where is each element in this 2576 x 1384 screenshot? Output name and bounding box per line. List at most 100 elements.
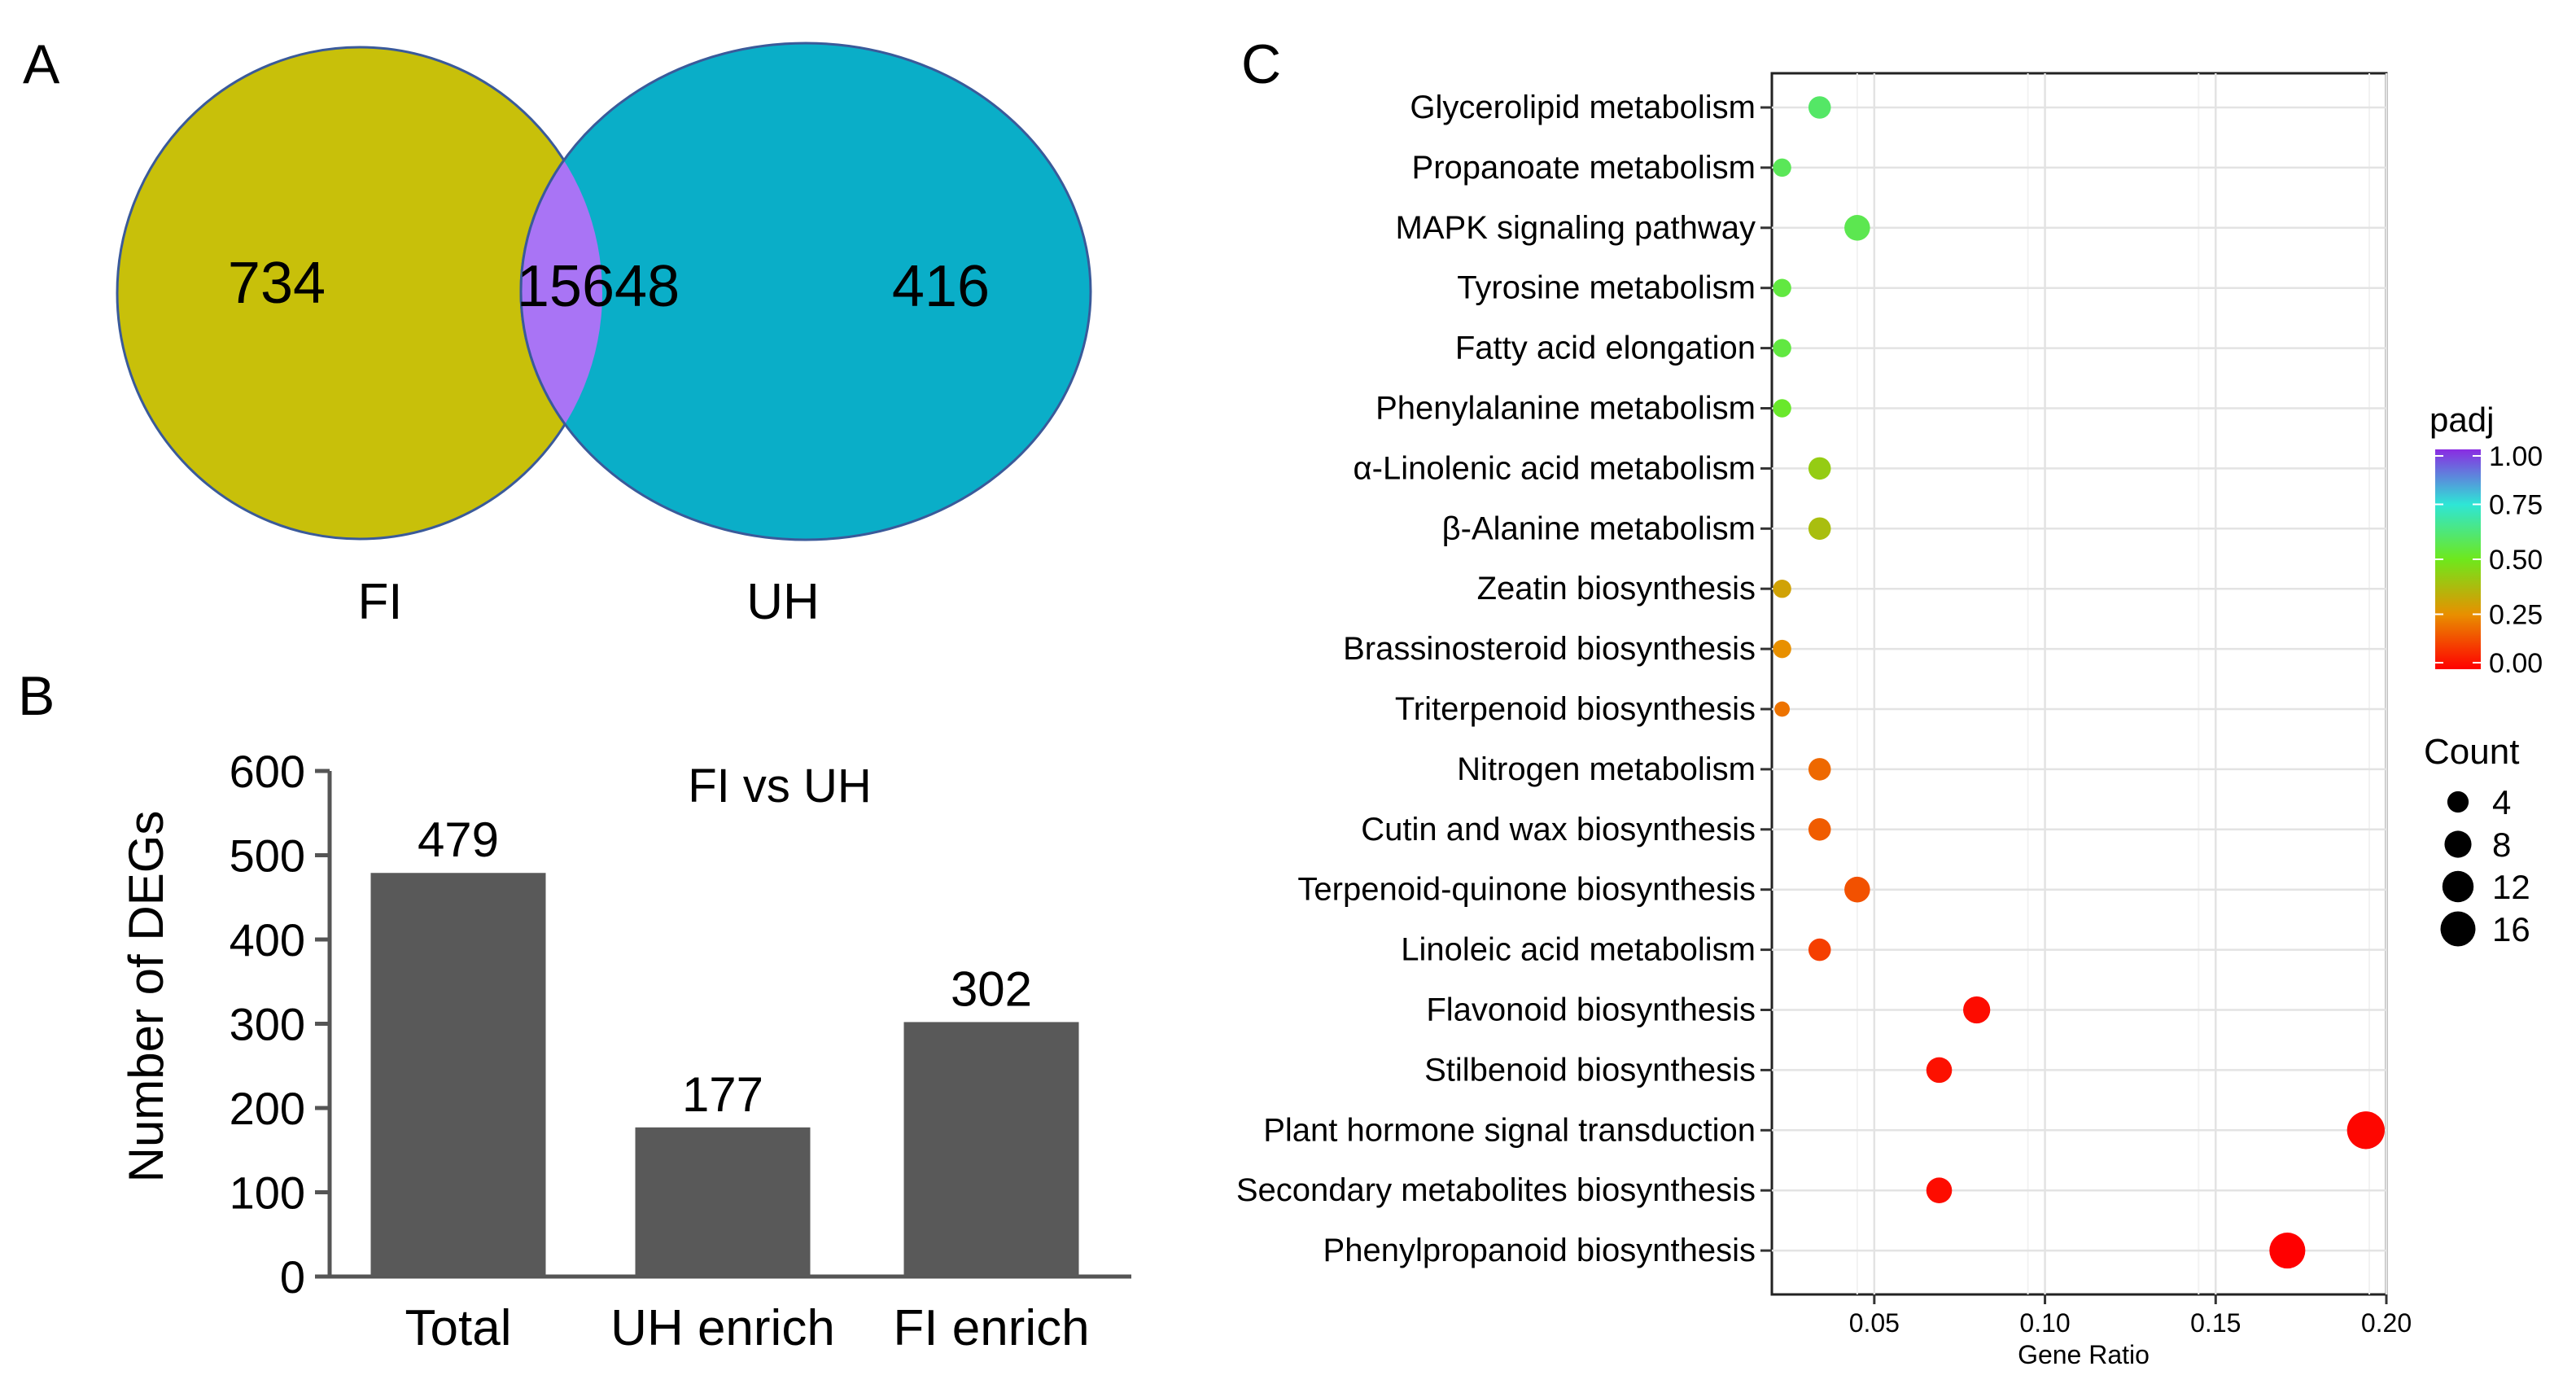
bar-category-label: FI enrich — [893, 1300, 1089, 1356]
dot-plot-x-axis: 0.05 0.10 0.15 0.20 — [1849, 1294, 2412, 1338]
pathway-dot — [1773, 639, 1791, 659]
x-tick-label: 0.05 — [1849, 1308, 1900, 1338]
count-legend-label: 16 — [2492, 910, 2530, 948]
bar-y-tick-label: 600 — [230, 746, 305, 797]
pathway-label: Triterpenoid biosynthesis — [1395, 691, 1756, 727]
pathway-label: Propanoate metabolism — [1412, 150, 1756, 186]
count-legend-label: 4 — [2492, 783, 2511, 821]
pathway-dot — [1774, 701, 1790, 717]
pathway-dot — [1808, 818, 1831, 841]
pathway-label: Terpenoid-quinone biosynthesis — [1297, 872, 1756, 908]
pathway-dot — [1844, 215, 1870, 241]
bar-y-tick-label: 0 — [280, 1251, 305, 1303]
pathway-dot — [1808, 517, 1831, 541]
bar-chart-axes: 0 100 200 300 400 500 600 — [230, 746, 1131, 1303]
bar-y-tick-label: 500 — [230, 830, 305, 882]
padj-legend-title: padj — [2429, 401, 2494, 439]
bar-value-label: 302 — [951, 961, 1032, 1016]
dot-plot-panel — [1770, 72, 2388, 1296]
pathway-label: Secondary metabolites biosynthesis — [1236, 1172, 1756, 1208]
pathway-label: Phenylalanine metabolism — [1375, 391, 1756, 427]
bar — [903, 1022, 1079, 1277]
x-tick-label: 0.15 — [2190, 1308, 2241, 1338]
pathway-dot — [1808, 96, 1831, 119]
pathway-dot — [1808, 938, 1831, 961]
padj-tick-label: 0.75 — [2489, 490, 2543, 521]
pathway-label: MAPK signaling pathway — [1396, 210, 1756, 246]
venn-right-label: UH — [746, 574, 820, 630]
pathway-label: Phenylpropanoid biosynthesis — [1323, 1233, 1756, 1268]
pathway-dot — [1773, 339, 1791, 357]
padj-tick-label: 0.50 — [2489, 545, 2543, 576]
count-legend-dot — [2442, 870, 2474, 903]
count-legend: Count 4 8 12 16 — [2424, 732, 2530, 948]
panel-label-a: A — [23, 33, 60, 95]
pathway-dot — [1808, 758, 1831, 781]
venn-right-count: 416 — [892, 254, 990, 319]
panel-label-c: C — [1241, 33, 1281, 95]
bar-y-tick-label: 300 — [230, 999, 305, 1050]
bar-category-label: UH enrich — [610, 1300, 835, 1356]
pathway-dot — [1926, 1057, 1953, 1084]
pathway-dot — [1773, 579, 1791, 598]
dot-plot-grid — [1772, 73, 2388, 1294]
bar-category-label: Total — [405, 1300, 512, 1356]
bar-chart-ylabel: Number of DEGs — [119, 811, 173, 1183]
venn-diagram: 734 15648 416 FI UH — [116, 42, 1092, 630]
bar-value-label: 177 — [682, 1067, 763, 1122]
x-tick-label: 0.20 — [2361, 1308, 2412, 1338]
pathway-label: Linoleic acid metabolism — [1401, 932, 1756, 968]
venn-overlap-count: 15648 — [517, 254, 680, 319]
pathway-label: Flavonoid biosynthesis — [1426, 992, 1756, 1028]
padj-tick-label: 0.00 — [2489, 648, 2543, 679]
count-legend-dot — [2444, 830, 2472, 858]
pathway-dot — [1926, 1177, 1953, 1203]
bar-y-tick-label: 400 — [230, 914, 305, 966]
count-legend-label: 12 — [2492, 868, 2530, 906]
x-tick-label: 0.10 — [2019, 1308, 2070, 1338]
bar — [370, 873, 546, 1277]
pathway-label: Tyrosine metabolism — [1457, 270, 1756, 306]
pathway-dot — [1808, 457, 1831, 480]
bar — [635, 1127, 811, 1277]
pathway-dot — [1844, 876, 1870, 903]
pathway-label: Zeatin biosynthesis — [1477, 571, 1756, 607]
bar-value-label: 479 — [418, 812, 499, 867]
padj-tick-label: 0.25 — [2489, 600, 2543, 631]
pathway-dot — [1963, 996, 1991, 1024]
count-legend-dot — [2440, 911, 2476, 947]
pathway-dot — [1773, 158, 1791, 177]
dot-plot-pathway-labels: Glycerolipid metabolism Propanoate metabo… — [1236, 90, 1772, 1268]
count-legend-label: 8 — [2492, 826, 2511, 864]
padj-tick-label: 1.00 — [2489, 441, 2543, 472]
dot-plot: Glycerolipid metabolism Propanoate metabo… — [1236, 72, 2412, 1369]
pathway-label: α-Linolenic acid metabolism — [1354, 450, 1756, 486]
panel-label-b: B — [18, 665, 55, 727]
pathway-label: Plant hormone signal transduction — [1263, 1112, 1756, 1148]
pathway-label: Cutin and wax biosynthesis — [1361, 812, 1756, 847]
venn-overlap — [519, 47, 602, 539]
venn-left-count: 734 — [228, 251, 326, 316]
dot-plot-points — [1773, 96, 2385, 1269]
bar-chart: FI vs UH Number of DEGs 0 100 200 300 400 500… — [119, 746, 1131, 1356]
pathway-label: Brassinosteroid biosynthesis — [1343, 631, 1756, 667]
pathway-label: Glycerolipid metabolism — [1410, 90, 1756, 125]
count-legend-title: Count — [2424, 732, 2519, 772]
count-legend-dot — [2447, 791, 2469, 813]
dot-plot-xlabel: Gene Ratio — [2018, 1340, 2150, 1369]
padj-legend: padj 0.00 0.25 0.50 0.75 1.00 — [2429, 401, 2543, 679]
venn-left-label: FI — [357, 574, 402, 630]
pathway-dot — [1773, 278, 1791, 297]
bar-chart-bars: 479 Total 177 UH enrich 302 FI enrich — [370, 812, 1090, 1356]
pathway-label: β-Alanine metabolism — [1442, 510, 1756, 546]
pathway-dot — [2346, 1111, 2385, 1150]
pathway-dot — [2269, 1233, 2306, 1269]
pathway-dot — [1773, 399, 1791, 418]
pathway-label: Nitrogen metabolism — [1457, 751, 1756, 787]
pathway-label: Fatty acid elongation — [1455, 331, 1756, 366]
bar-y-tick-label: 200 — [230, 1083, 305, 1134]
bar-y-tick-label: 100 — [230, 1167, 305, 1219]
pathway-label: Stilbenoid biosynthesis — [1424, 1052, 1756, 1088]
bar-chart-title: FI vs UH — [688, 760, 872, 812]
